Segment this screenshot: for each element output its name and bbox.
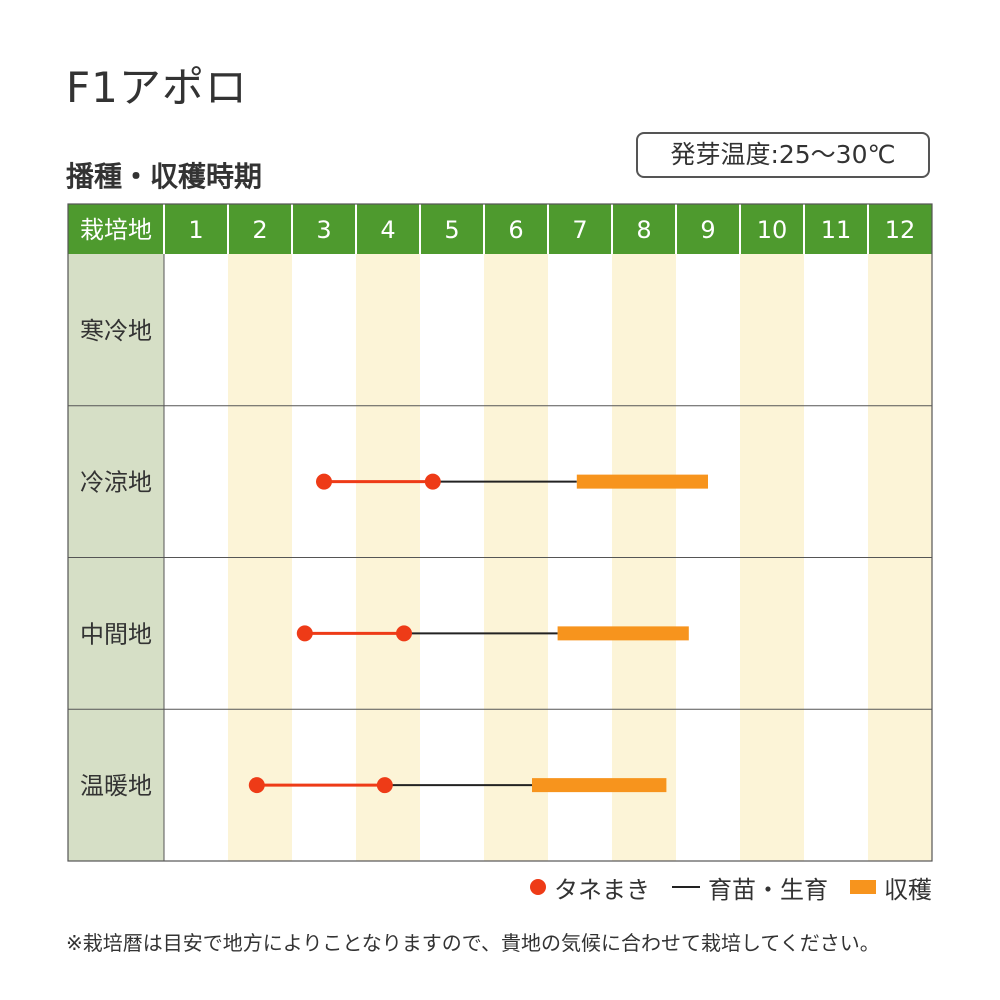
month-label: 2 (252, 216, 267, 244)
sowing-end-dot (424, 473, 441, 490)
legend-label-growing: 育苗・生育 (708, 875, 828, 904)
legend-label-harvest: 収穫 (884, 875, 932, 904)
harvest-bar (576, 474, 708, 489)
sowing-end-dot (396, 625, 412, 642)
header-region-label: 栽培地 (80, 216, 152, 244)
chart-legend: タネまき 育苗・生育 収穫 (530, 870, 932, 904)
red-dot-icon (530, 879, 546, 895)
month-label: 11 (821, 216, 852, 244)
month-label: 1 (188, 216, 203, 244)
month-label: 7 (572, 216, 587, 244)
legend-item-sowing: タネまき (530, 870, 650, 905)
month-label: 10 (757, 216, 788, 244)
sowing-end-dot (376, 777, 393, 794)
month-label: 12 (885, 216, 916, 244)
region-label: 中間地 (80, 620, 152, 648)
page-title: F1アポロ (66, 63, 248, 112)
harvest-bar (532, 778, 667, 793)
header-band (68, 204, 932, 254)
month-label: 8 (636, 216, 651, 244)
chart-frame (67, 203, 933, 862)
legend-label-sowing: タネまき (554, 875, 650, 904)
sowing-start-dot (248, 777, 265, 794)
region-label: 寒冷地 (80, 317, 152, 345)
month-label: 6 (508, 216, 523, 244)
month-label: 5 (444, 216, 459, 244)
month-label: 4 (380, 216, 395, 244)
legend-item-growing: 育苗・生育 (672, 870, 828, 905)
germination-temperature-badge: 発芽温度:25〜30℃ (636, 132, 930, 178)
harvest-bar (557, 626, 689, 641)
month-label: 3 (316, 216, 331, 244)
chart-subtitle: 播種・収穫時期 (66, 160, 263, 193)
month-label: 9 (700, 216, 715, 244)
region-label: 冷涼地 (80, 469, 152, 497)
region-label: 温暖地 (80, 772, 152, 800)
cultivation-note: ※栽培暦は目安で地方によりことなりますので、貴地の気候に合わせて栽培してください… (66, 931, 880, 955)
black-line-icon (672, 886, 700, 888)
legend-item-harvest: 収穫 (850, 870, 932, 905)
orange-bar-icon (850, 880, 876, 894)
sowing-start-dot (316, 473, 332, 490)
sowing-start-dot (296, 625, 313, 642)
